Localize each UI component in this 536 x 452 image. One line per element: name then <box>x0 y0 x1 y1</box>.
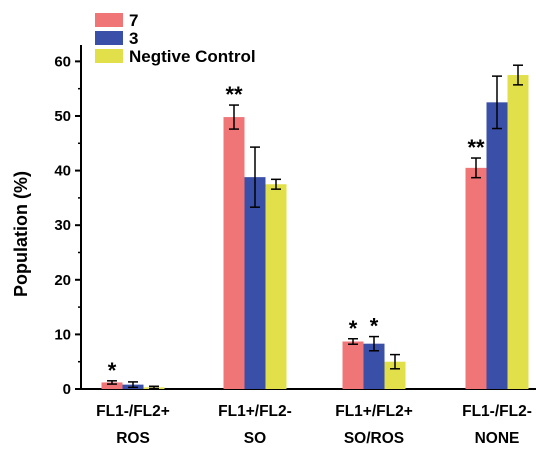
y-tick-label: 60 <box>54 53 71 70</box>
legend-swatch <box>95 49 123 63</box>
bar-negtive-control <box>384 361 406 389</box>
legend-swatch <box>95 31 123 45</box>
legend-label: 3 <box>129 29 138 48</box>
significance-marker: ** <box>467 135 485 160</box>
x-category-label: FL1-/FL2- <box>462 403 532 420</box>
legend-swatch <box>95 13 123 27</box>
bar-negtive-control <box>507 75 529 390</box>
bar-7 <box>101 382 123 389</box>
y-tick-label: 20 <box>54 272 71 289</box>
x-subcategory-label: ROS <box>116 430 150 447</box>
x-subcategory-label: SO <box>244 430 266 447</box>
y-axis-title: Population (%) <box>11 171 31 297</box>
bar-3 <box>363 343 385 389</box>
x-subcategory-label: NONE <box>475 430 520 447</box>
y-tick-label: 30 <box>54 217 71 234</box>
y-tick-label: 10 <box>54 326 71 343</box>
x-subcategory-label: SO/ROS <box>344 430 404 447</box>
significance-marker: * <box>108 358 117 383</box>
x-category-label: FL1+/FL2- <box>218 403 292 420</box>
bar-7 <box>465 167 487 389</box>
legend-label: 7 <box>129 11 138 30</box>
x-category-label: FL1-/FL2+ <box>96 403 170 420</box>
significance-marker: ** <box>225 82 243 107</box>
bar-3 <box>486 102 508 389</box>
y-tick-label: 50 <box>54 108 71 125</box>
bar-7 <box>223 117 245 390</box>
bar-7 <box>342 341 364 389</box>
y-tick-label: 40 <box>54 163 71 180</box>
bar-3 <box>244 177 266 389</box>
bar-negtive-control <box>265 184 287 389</box>
y-tick-label: 0 <box>63 381 71 398</box>
x-category-label: FL1+/FL2+ <box>335 403 413 420</box>
legend-label: Negtive Control <box>129 47 256 66</box>
significance-marker: * <box>349 316 358 341</box>
significance-marker: * <box>370 314 379 339</box>
